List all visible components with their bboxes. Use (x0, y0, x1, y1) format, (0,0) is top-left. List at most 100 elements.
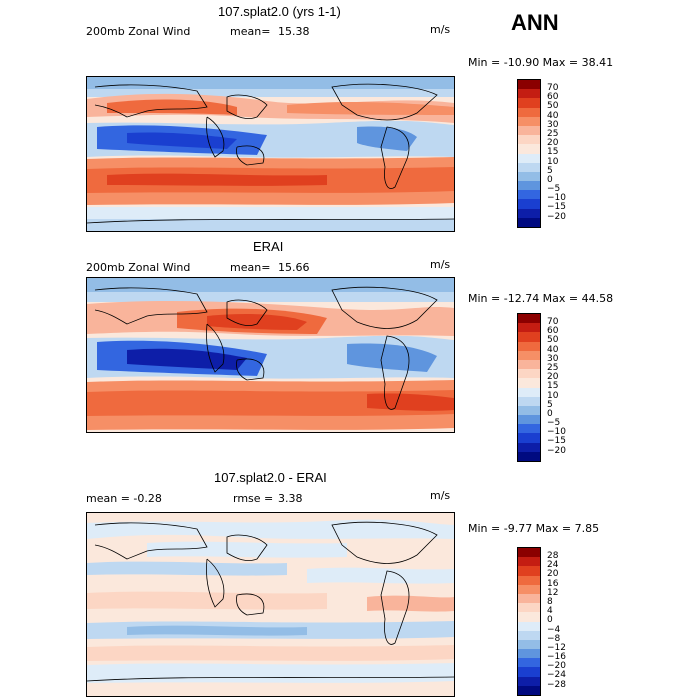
colorbar-swatch (518, 630, 540, 640)
panel-1-units: m/s (430, 23, 451, 36)
panel-3-mean-label: mean = -0.28 (86, 492, 162, 505)
colorbar-label: −20 (547, 445, 566, 456)
colorbar-label: 40 (547, 344, 559, 355)
panel-1-map-graphic (87, 77, 454, 231)
colorbar-swatch (518, 433, 540, 443)
colorbar-label: −20 (547, 211, 566, 222)
panel-2-colorbar-labels: 70 60 50 40 30 25 20 15 10 5 0 −5 −10 −1… (547, 314, 566, 455)
colorbar-swatch (518, 341, 540, 351)
colorbar-swatch (518, 593, 540, 604)
colorbar-label: −24 (547, 670, 566, 681)
colorbar-label: −16 (547, 652, 566, 663)
panel-3-colorbar-labels: 28 24 20 16 12 8 4 0 −4 −8 −12 −16 −20 −… (547, 548, 566, 689)
panel-3-map (86, 512, 455, 697)
colorbar-swatch (518, 199, 540, 209)
colorbar-swatch (518, 162, 540, 172)
colorbar-label: −10 (547, 193, 566, 204)
colorbar-label: −10 (547, 427, 566, 438)
colorbar-label: −15 (547, 436, 566, 447)
panel-2-field-label: 200mb Zonal Wind (86, 261, 191, 274)
colorbar-swatch (518, 125, 540, 136)
colorbar-label: 5 (547, 399, 553, 410)
colorbar-label: 20 (547, 138, 559, 149)
colorbar-label: 4 (547, 606, 553, 617)
panel-2-title: ERAI (253, 239, 284, 254)
colorbar-label: 0 (547, 615, 553, 626)
colorbar-swatch (518, 685, 540, 695)
panel-1-title: 107.splat2.0 (yrs 1-1) (218, 4, 341, 19)
colorbar-swatch (518, 323, 540, 333)
panel-3-colorbar (517, 547, 541, 696)
colorbar-swatch (518, 208, 540, 218)
panel-2-minmax: Min = -12.74 Max = 44.58 (468, 292, 614, 305)
colorbar-swatch (518, 405, 540, 416)
panel-3-rmse-label: rmse = (233, 492, 274, 505)
colorbar-swatch (518, 332, 540, 342)
panel-1-field-label: 200mb Zonal Wind (86, 25, 191, 38)
colorbar-swatch (518, 415, 540, 425)
colorbar-swatch (518, 135, 540, 145)
colorbar-label: 15 (547, 381, 559, 392)
panel-2-map (86, 277, 455, 433)
panel-3-minmax: Min = -9.77 Max = 7.85 (468, 522, 600, 535)
colorbar-label: 25 (547, 128, 559, 139)
panel-2-mean-value: 15.66 (278, 261, 310, 274)
colorbar-label: 40 (547, 110, 559, 121)
colorbar-swatch (518, 621, 540, 631)
colorbar-swatch (518, 612, 540, 622)
colorbar-label: 28 (547, 551, 559, 561)
colorbar-swatch (518, 396, 540, 406)
panel-3-rmse-value: 3.38 (278, 492, 303, 505)
colorbar-label: 50 (547, 101, 559, 112)
colorbar-label: 16 (547, 578, 559, 589)
panel-2-colorbar (517, 313, 541, 462)
colorbar-swatch (518, 667, 540, 677)
panel-3-map-graphic (87, 513, 454, 696)
colorbar-swatch (518, 171, 540, 182)
colorbar-swatch (518, 314, 540, 324)
colorbar-label: 60 (547, 92, 559, 103)
colorbar-swatch (518, 217, 540, 227)
colorbar-swatch (518, 116, 540, 126)
colorbar-label: 30 (547, 119, 559, 130)
colorbar-swatch (518, 424, 540, 434)
colorbar-label: −4 (547, 624, 561, 635)
colorbar-label: 70 (547, 317, 559, 327)
colorbar-label: 20 (547, 569, 559, 580)
panel-2-map-graphic (87, 278, 454, 432)
colorbar-swatch (518, 575, 540, 585)
colorbar-swatch (518, 153, 540, 163)
colorbar-swatch (518, 359, 540, 370)
colorbar-swatch (518, 566, 540, 576)
colorbar-swatch (518, 548, 540, 558)
colorbar-swatch (518, 584, 540, 594)
panel-1-colorbar (517, 79, 541, 228)
colorbar-label: 70 (547, 83, 559, 93)
colorbar-label: −28 (547, 679, 566, 690)
season-label: ANN (511, 10, 559, 35)
panel-3-title: 107.splat2.0 - ERAI (214, 470, 327, 485)
colorbar-label: 20 (547, 372, 559, 383)
colorbar-label: 10 (547, 390, 559, 401)
colorbar-swatch (518, 350, 540, 360)
colorbar-label: 12 (547, 587, 559, 598)
colorbar-label: −15 (547, 202, 566, 213)
colorbar-label: 8 (547, 596, 553, 607)
colorbar-label: −5 (547, 418, 561, 429)
colorbar-swatch (518, 639, 540, 650)
colorbar-label: 25 (547, 362, 559, 373)
colorbar-swatch (518, 649, 540, 659)
colorbar-swatch (518, 98, 540, 108)
colorbar-label: 24 (547, 560, 559, 571)
colorbar-swatch (518, 603, 540, 613)
colorbar-label: 50 (547, 335, 559, 346)
colorbar-swatch (518, 451, 540, 461)
panel-2-mean-label: mean= (230, 261, 271, 274)
colorbar-label: 5 (547, 165, 553, 176)
colorbar-swatch (518, 190, 540, 200)
colorbar-swatch (518, 181, 540, 191)
colorbar-swatch (518, 107, 540, 117)
panel-3-units: m/s (430, 489, 451, 502)
panel-1-map (86, 76, 455, 232)
colorbar-label: 0 (547, 408, 553, 419)
